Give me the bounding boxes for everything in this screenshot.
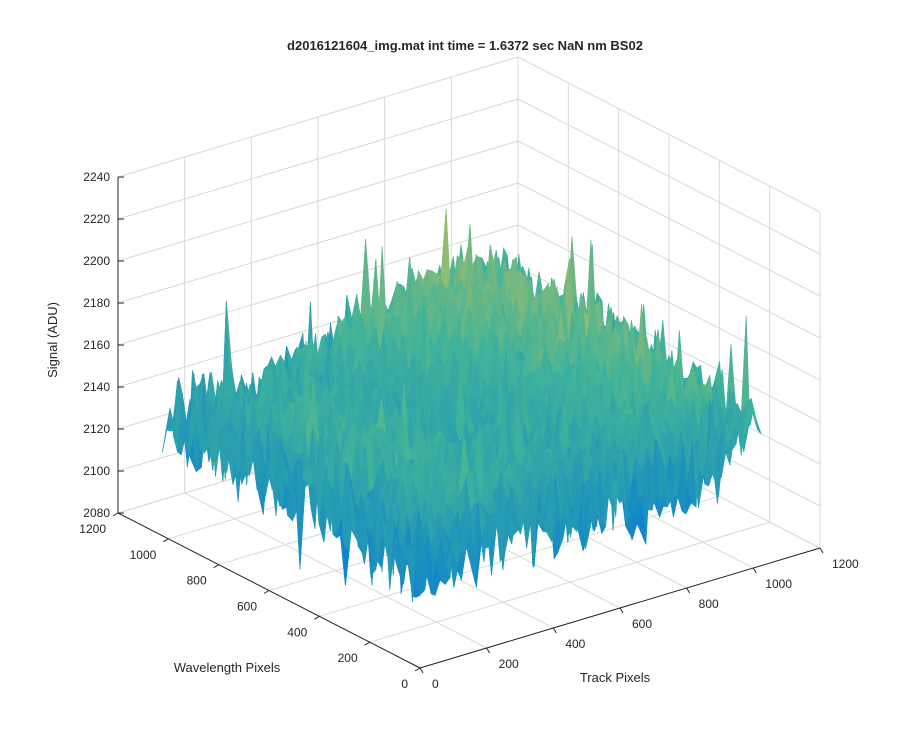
surface-cell [415,557,426,595]
z-tick-label: 2140 [83,380,110,394]
x-tick [419,667,424,674]
x-tick-label: 800 [699,597,719,611]
y-tick-label: 400 [287,625,307,639]
y-tick [263,590,270,594]
y-tick [213,564,219,569]
y-tick-label: 0 [401,677,408,691]
back-wall-grid-z [117,182,519,304]
x-tick [752,567,757,574]
x-tick-label: 1000 [765,577,792,591]
y-tick-label: 1200 [79,522,106,536]
z-tick-label: 2220 [83,212,110,226]
x-tick-label: 400 [565,637,585,651]
y-tick [112,512,119,517]
x-tick-label: 0 [432,677,439,691]
axes [112,176,824,674]
y-tick [163,538,169,543]
chart-title: d2016121604_img.mat int time = 1.6372 se… [287,38,643,53]
x-axis-label: Track Pixels [580,670,651,685]
floor-grid-y [319,495,720,617]
x-tick-label: 1200 [832,557,859,571]
surface-cell [162,426,172,453]
z-axis-label: Signal (ADU) [45,302,60,378]
tick-labels: 0 200 400 600 800 1000 1200 0 200 400 600 800 1000 12… [79,170,859,691]
back-wall-grid-z [117,98,519,220]
z-tick-label: 2240 [83,170,110,184]
floor-grid-y [369,521,770,643]
x-tick [552,627,557,634]
side-wall-grid-z [517,182,821,339]
x-tick-label: 600 [632,617,652,631]
side-wall-grid-z [517,98,821,255]
y-tick-label: 1000 [130,548,157,562]
x-tick [819,547,824,554]
back-wall-grid-z [117,224,519,346]
y-axis-label: Wavelength Pixels [174,660,281,675]
z-tick-label: 2100 [83,464,110,478]
z-tick-label: 2120 [83,422,110,436]
x-tick [686,587,691,594]
y-tick-label: 800 [187,574,207,588]
side-wall-grid-z [517,140,821,297]
z-tick-label: 2180 [83,296,110,310]
z-tick-label: 2160 [83,338,110,352]
y-tick-label: 200 [338,651,358,665]
y-tick [414,667,421,672]
y-tick [314,615,320,620]
x-tick [486,647,491,654]
z-tick-label: 2080 [83,506,110,520]
z-tick-label: 2200 [83,254,110,268]
back-wall-grid-z [117,56,519,178]
back-wall-grid-z [117,140,519,262]
side-wall-grid-z [517,56,821,213]
side-wall-grid-z [517,224,821,381]
x-tick [619,607,624,614]
surface-mesh [162,209,762,602]
x-tick-label: 200 [499,657,519,671]
y-tick-label: 600 [237,600,257,614]
y-tick [364,641,370,646]
